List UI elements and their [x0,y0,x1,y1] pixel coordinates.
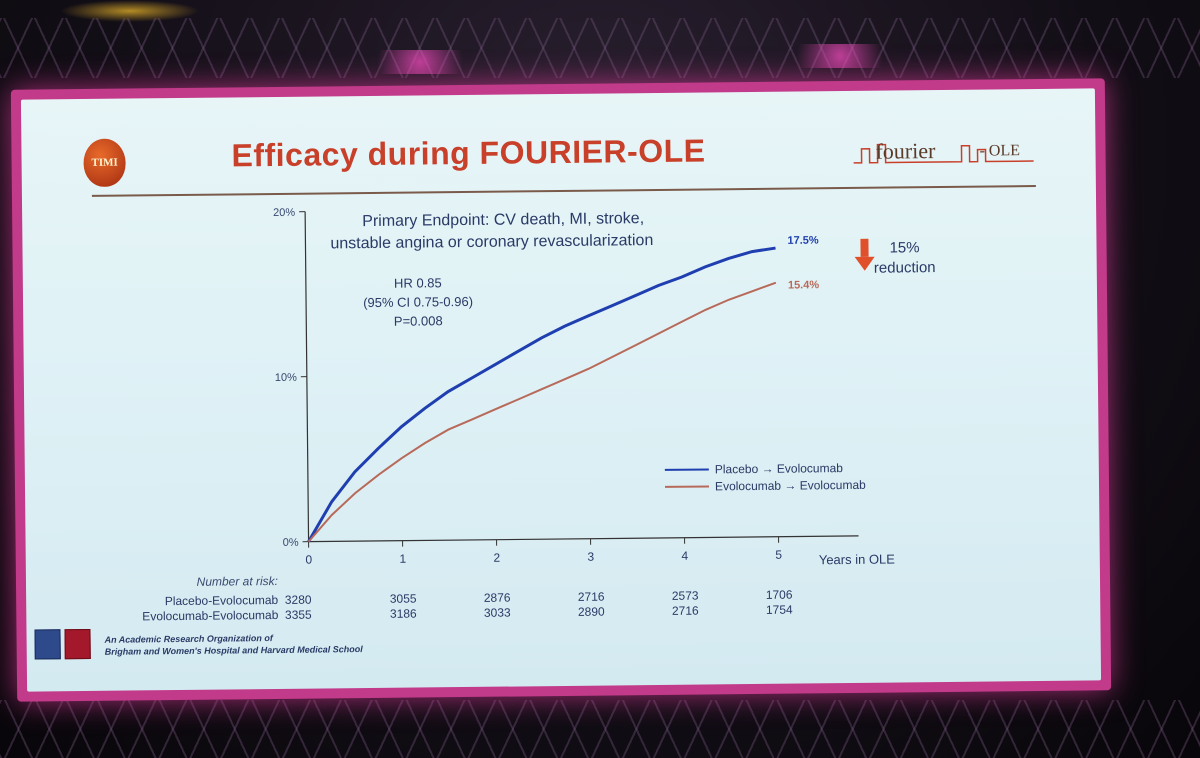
stage-light [360,50,480,74]
x-tick-label: 2 [493,551,500,565]
risk-value: 3280 [285,593,312,607]
chart-axes [299,211,859,548]
risk-value: 2716 [578,590,605,604]
endpoint-line-1: Primary Endpoint: CV death, MI, stroke, [362,210,644,230]
risk-row-label: Evolocumab-Evolocumab [142,608,279,623]
hr-line-3: P=0.008 [394,313,443,329]
risk-value: 3033 [484,606,511,620]
bwh-logo [34,629,61,660]
fourier-logo: fourier - OLE [851,133,1041,175]
chart-texts: 0% 10% 20% 0 1 2 3 4 5 Years in OLE 17.5% 15.4% Plac… [142,207,936,624]
hr-line-2: (95% CI 0.75-0.96) [363,294,473,310]
endpoint-line-2: unstable angina or coronary revasculariz… [330,232,653,252]
harvard-shield-logo [64,628,91,660]
x-tick-label: 0 [305,553,312,567]
stage-truss-bottom [0,700,1200,758]
risk-value: 3186 [390,607,417,621]
reduction-arrow-head [854,256,875,271]
number-at-risk-label: Number at risk: [197,574,279,589]
x-tick-label: 4 [681,549,688,563]
risk-row-label: Placebo-Evolocumab [165,593,279,608]
slide: TIMI Efficacy during FOURIER-OLE fourier… [20,88,1102,692]
series-line-evolocumab [307,281,777,543]
chart-curves [307,238,875,543]
x-axis-label: Years in OLE [819,552,896,568]
x-tick-label: 5 [775,548,782,562]
end-value-label: 17.5% [787,235,819,247]
risk-value: 3355 [285,608,312,622]
reduction-arrow-shaft [860,238,869,257]
risk-value: 2876 [484,591,511,605]
series-line-placebo [307,246,776,543]
end-value-label: 15.4% [788,279,820,291]
x-axis [308,535,859,543]
risk-value: 2573 [672,589,699,603]
footer-text: An Academic Research Organization of Bri… [105,631,363,658]
risk-value: 2716 [672,604,699,618]
risk-value: 1706 [766,588,793,602]
risk-value: 3055 [390,592,417,606]
risk-value: 2890 [578,605,605,619]
y-tick-label: 0% [283,537,299,549]
stage-light [780,44,900,68]
hr-line-1: HR 0.85 [394,275,442,290]
institution-logos [34,628,94,660]
projection-screen: TIMI Efficacy during FOURIER-OLE fourier… [10,78,1112,702]
legend-label: Placebo → Evolocumab [715,461,844,476]
legend-label: Evolocumab → Evolocumab [715,478,866,494]
x-tick-label: 1 [399,552,406,566]
stage-light-yellow [60,0,200,22]
risk-value: 1754 [766,603,793,617]
km-chart: 0% 10% 20% 0 1 2 3 4 5 Years in OLE 17.5% 15.4% Plac… [142,207,936,624]
y-tick-label: 20% [273,207,295,219]
x-tick-label: 3 [587,550,594,564]
stage-truss-top [0,18,1200,78]
fourier-wave-icon [853,143,1034,164]
reduction-line-1: 15% [889,239,919,256]
y-tick-label: 10% [275,372,297,384]
reduction-line-2: reduction [874,259,936,277]
